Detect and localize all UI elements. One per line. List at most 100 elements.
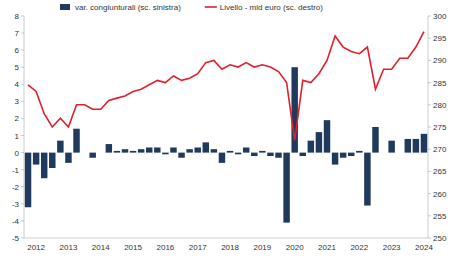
bar	[41, 153, 47, 179]
bar	[146, 147, 152, 152]
y-tick-label: 8	[15, 12, 20, 21]
y-tick-label: -3	[12, 200, 20, 209]
y-tick	[21, 118, 24, 119]
y2-tick	[428, 82, 431, 83]
y-tick	[21, 50, 24, 51]
y-tick-label: 4	[15, 80, 20, 89]
x-tick-label: 2020	[286, 243, 304, 252]
bar	[243, 147, 249, 152]
y-tick	[21, 203, 24, 204]
legend-swatch	[60, 4, 70, 10]
left-axis	[24, 16, 25, 238]
y-tick	[21, 101, 24, 102]
y2-tick	[428, 38, 431, 39]
bar	[65, 153, 71, 163]
y2-tick	[428, 215, 431, 216]
legend-label: var. congiunturali (sc. sinistra)	[75, 3, 181, 12]
y-tick	[21, 16, 24, 17]
y-tick-label: -4	[12, 217, 20, 226]
bar	[186, 149, 192, 152]
bar	[332, 153, 338, 165]
y2-tick	[428, 149, 431, 150]
y2-tick	[428, 60, 431, 61]
x-tick-label: 2019	[253, 243, 271, 252]
y2-tick	[428, 104, 431, 105]
y-tick	[21, 84, 24, 85]
x-tick-label: 2012	[27, 243, 45, 252]
y-tick-label: 7	[15, 29, 20, 38]
x-tick-label: 2015	[124, 243, 142, 252]
y2-tick-label: 300	[433, 12, 447, 21]
bar	[106, 144, 112, 153]
bar	[413, 139, 419, 153]
y2-tick-label: 280	[433, 101, 447, 110]
chart: -5-4-3-2-1012345678250255260265270275280…	[0, 0, 460, 260]
y-tick-label: -1	[12, 166, 20, 175]
x-tick-label: 2024	[415, 243, 433, 252]
bar	[33, 153, 39, 165]
y2-tick-label: 270	[433, 145, 447, 154]
y-tick-label: 2	[15, 114, 20, 123]
bar	[251, 153, 257, 156]
y2-tick	[428, 238, 431, 239]
bar	[73, 129, 79, 153]
bar	[372, 127, 378, 153]
x-tick-label: 2018	[221, 243, 239, 252]
legend-swatch	[205, 6, 217, 8]
bar	[114, 151, 120, 153]
bottom-axis	[24, 238, 428, 239]
bar	[421, 134, 427, 153]
x-tick-label: 2014	[92, 243, 110, 252]
bar	[170, 147, 176, 152]
bar	[194, 147, 200, 152]
legend-label: Livello - mld euro (sc. destro)	[220, 3, 323, 12]
x-tick-label: 2023	[383, 243, 401, 252]
bar	[388, 141, 394, 153]
bar	[405, 139, 411, 153]
y2-tick-label: 295	[433, 34, 447, 43]
y2-tick-label: 265	[433, 167, 447, 176]
y2-tick	[428, 171, 431, 172]
bar	[356, 151, 362, 153]
bar	[308, 141, 314, 153]
y2-tick-label: 255	[433, 212, 447, 221]
y2-tick-label: 260	[433, 190, 447, 199]
x-tick-label: 2021	[318, 243, 336, 252]
y2-tick-label: 275	[433, 123, 447, 132]
y-tick	[21, 33, 24, 34]
bar	[203, 142, 209, 152]
y-tick-label: 3	[15, 97, 20, 106]
bar	[162, 153, 168, 155]
bar	[324, 120, 330, 152]
y2-tick	[428, 127, 431, 128]
y-tick	[21, 67, 24, 68]
y2-tick-label: 250	[433, 234, 447, 243]
bar	[178, 153, 184, 158]
bar	[89, 153, 95, 158]
y-tick-label: 6	[15, 46, 20, 55]
y-tick-label: -5	[12, 234, 20, 243]
y-tick	[21, 238, 24, 239]
y2-tick	[428, 193, 431, 194]
y-tick-label: 5	[15, 63, 20, 72]
bar	[275, 153, 281, 158]
y-tick-label: 0	[15, 149, 20, 158]
bar	[138, 149, 144, 152]
y-tick-label: -2	[12, 183, 20, 192]
y-tick	[21, 220, 24, 221]
y-tick	[21, 152, 24, 153]
x-tick-label: 2016	[157, 243, 175, 252]
bar	[130, 151, 136, 153]
bar	[235, 153, 241, 155]
bar	[259, 151, 265, 153]
bar	[49, 153, 55, 168]
y-tick	[21, 135, 24, 136]
bar	[364, 153, 370, 206]
bar	[211, 149, 217, 152]
bar	[57, 141, 63, 153]
bar	[340, 153, 346, 158]
bar	[348, 153, 354, 156]
y2-tick	[428, 16, 431, 17]
y2-tick-label: 285	[433, 79, 447, 88]
bar	[227, 151, 233, 153]
